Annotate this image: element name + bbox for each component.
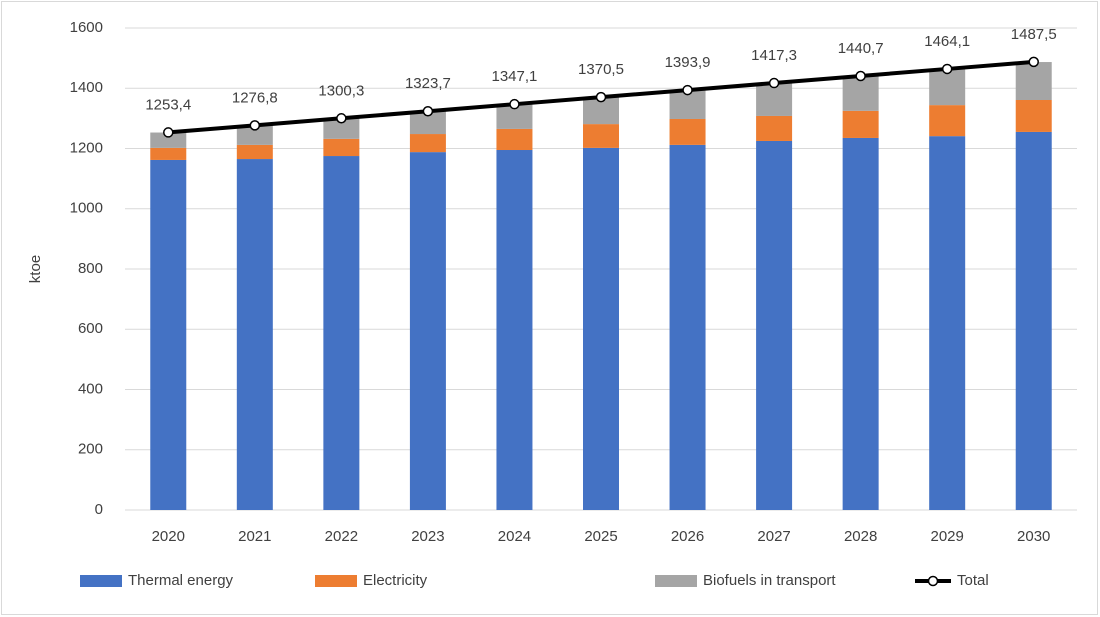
- y-tick-label: 600: [78, 320, 103, 337]
- x-tick-label: 2023: [411, 528, 444, 545]
- x-tick-label: 2025: [584, 528, 617, 545]
- bar-segment: [583, 147, 619, 510]
- total-marker: [249, 120, 261, 131]
- total-marker: [1028, 56, 1039, 68]
- bar-segment: [929, 105, 966, 137]
- bar-segment: [583, 124, 619, 148]
- data-label: 1253,4: [145, 96, 191, 113]
- bar-segment: [150, 132, 187, 148]
- bar-segment: [236, 144, 273, 160]
- total-marker: [422, 105, 434, 117]
- total-marker: [855, 70, 866, 82]
- bar-segment: [756, 83, 793, 116]
- x-tick-label: 2022: [325, 528, 358, 545]
- bar-segment: [1015, 62, 1052, 100]
- y-tick-label: 1600: [70, 19, 103, 36]
- bar-segment: [150, 147, 187, 160]
- data-label: 1370,5: [578, 61, 624, 78]
- legend-label: Electricity: [363, 572, 428, 589]
- data-label: 1464,1: [924, 33, 970, 50]
- x-tick-label: 2030: [1017, 528, 1050, 545]
- bar-segment: [409, 134, 446, 153]
- data-label: 1487,5: [1011, 26, 1057, 43]
- bar-segment: [929, 68, 966, 106]
- bar-segment: [496, 150, 533, 510]
- legend-swatch: [315, 575, 357, 587]
- y-tick-label: 200: [78, 441, 103, 458]
- bar-segment: [323, 118, 360, 139]
- bar-segment: [929, 136, 966, 510]
- data-label: 1393,9: [665, 54, 711, 71]
- legend-label: Total: [957, 572, 989, 589]
- bar-segment: [1015, 131, 1052, 510]
- data-label: 1300,3: [318, 82, 364, 99]
- legend-swatch: [80, 575, 122, 587]
- x-tick-label: 2028: [844, 528, 877, 545]
- y-tick-label: 1400: [70, 79, 103, 96]
- bar-segment: [150, 159, 187, 510]
- bar-segment: [236, 125, 273, 145]
- bar-segment: [756, 115, 793, 141]
- bar-segment: [669, 144, 706, 510]
- legend-label: Biofuels in transport: [703, 572, 836, 589]
- data-label: 1417,3: [751, 47, 797, 64]
- data-label: 1323,7: [405, 75, 451, 92]
- x-tick-label: 2021: [238, 528, 271, 545]
- x-tick-label: 2027: [757, 528, 790, 545]
- x-tick-label: 2020: [152, 528, 185, 545]
- y-axis-title: ktoe: [27, 255, 44, 283]
- bar-segment: [842, 137, 879, 511]
- y-tick-label: 400: [78, 380, 103, 397]
- y-tick-label: 1200: [70, 139, 103, 156]
- y-tick-label: 1000: [70, 200, 103, 217]
- data-label: 1440,7: [838, 40, 884, 57]
- bar-segment: [409, 111, 446, 135]
- bar-segment: [323, 138, 360, 157]
- legend-swatch: [655, 575, 697, 587]
- y-tick-label: 0: [95, 501, 103, 518]
- total-marker: [163, 127, 174, 138]
- total-marker: [336, 113, 347, 124]
- bar-segment: [842, 75, 879, 111]
- data-label: 1347,1: [492, 68, 538, 85]
- x-tick-label: 2024: [498, 528, 531, 545]
- y-tick-label: 800: [78, 260, 103, 277]
- x-tick-label: 2026: [671, 528, 704, 545]
- bar-segment: [323, 156, 360, 510]
- legend-label: Thermal energy: [128, 572, 234, 589]
- bar-segment: [409, 152, 446, 511]
- data-label: 1276,8: [232, 89, 278, 106]
- bar-segment: [842, 110, 879, 138]
- total-marker: [941, 63, 953, 75]
- total-marker: [595, 91, 607, 103]
- bar-segment: [496, 128, 533, 151]
- total-marker: [509, 98, 520, 110]
- total-marker: [768, 77, 780, 89]
- total-marker: [682, 84, 693, 96]
- bar-segment: [1015, 99, 1052, 132]
- bar-segment: [236, 159, 273, 510]
- bar-segment: [756, 140, 793, 510]
- bar-segment: [669, 118, 706, 145]
- legend-marker: [927, 575, 939, 587]
- x-tick-label: 2029: [930, 528, 963, 545]
